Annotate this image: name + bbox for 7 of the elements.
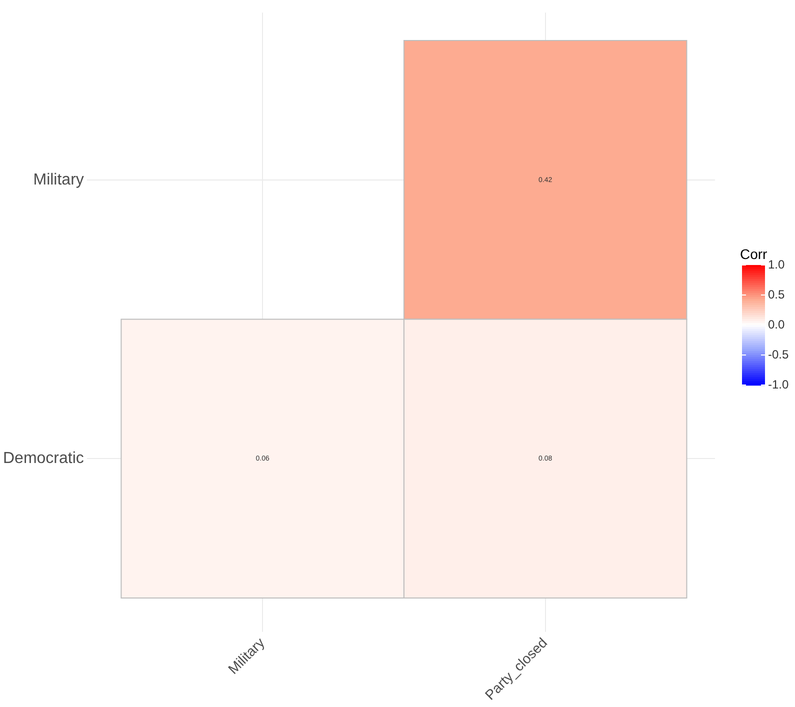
- color-bar-label: 0.0: [768, 317, 786, 332]
- color-bar-label: 1.0: [768, 257, 786, 272]
- color-bar-label: 0.5: [768, 287, 786, 302]
- color-bar-label: -0.5: [768, 347, 790, 362]
- color-bar-label: -1.0: [768, 377, 790, 392]
- y-tick-label: Democratic: [3, 450, 84, 468]
- color-bar-title: Corr: [740, 246, 768, 262]
